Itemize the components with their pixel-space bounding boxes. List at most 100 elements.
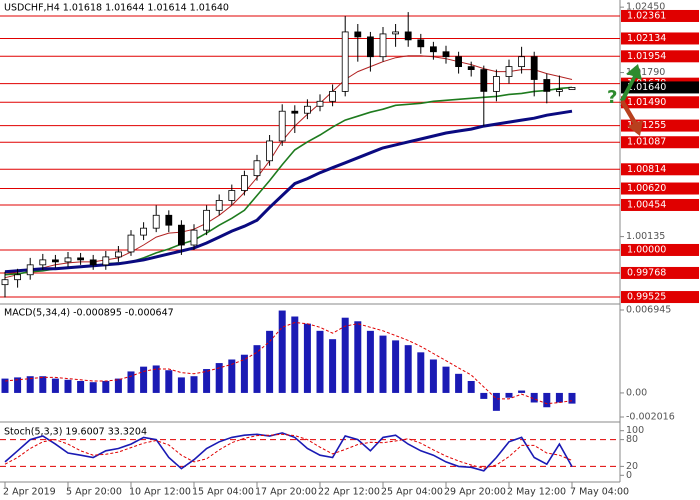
macd-bar: [505, 392, 513, 398]
macd-bar: [568, 392, 576, 404]
candle-body: [215, 200, 223, 211]
macd-bar: [228, 359, 236, 393]
candle-body: [228, 190, 236, 201]
macd-bar: [442, 366, 450, 393]
level-label: 1.01087: [627, 137, 666, 148]
level-label-box: [621, 32, 699, 45]
macd-bar: [455, 373, 463, 393]
level-label-box: [621, 136, 699, 149]
macd-bar: [140, 366, 148, 393]
macd-bar: [39, 376, 47, 393]
candle-body: [89, 259, 97, 266]
level-label: 1.00814: [627, 164, 666, 175]
x-tick-label: 7 May 04:00: [570, 487, 629, 498]
macd-bar: [341, 317, 349, 393]
level-label-box: [621, 96, 699, 109]
level-label: 1.02134: [627, 33, 666, 44]
macd-bar: [1, 378, 9, 393]
down-arrow-icon: [620, 100, 643, 136]
macd-bar: [518, 390, 526, 393]
moving-average-line: [4, 55, 573, 279]
macd-bar: [26, 376, 34, 393]
candle-body: [278, 110, 286, 142]
macd-bar: [215, 363, 223, 393]
macd-bar: [14, 377, 22, 393]
macd-bar: [429, 359, 437, 393]
x-tick-label: 15 Apr 04:00: [192, 487, 254, 498]
level-label: 1.01490: [627, 97, 666, 108]
candle-body: [127, 234, 135, 253]
y-tick-label: 1.01790: [626, 67, 665, 78]
candle-body: [52, 259, 59, 263]
level-label: 1.00620: [627, 183, 666, 194]
candle-body: [303, 105, 311, 114]
x-tick-label: 25 Apr 04:00: [381, 487, 443, 498]
level-label-box: [621, 266, 699, 279]
macd-bar: [291, 316, 299, 393]
annotation: ?: [607, 87, 617, 108]
candle-body: [26, 264, 34, 276]
macd-bar: [253, 345, 261, 393]
level-label: 1.01954: [627, 51, 666, 62]
macd-bar: [278, 310, 286, 393]
x-tick-label: 17 Apr 20:00: [255, 487, 317, 498]
macd-bar: [543, 392, 551, 408]
y-tick-label: 0.006945: [626, 305, 671, 316]
level-label-box: [621, 50, 699, 63]
macd-bar: [165, 370, 173, 393]
x-tick-label: 2 May 12:00: [507, 487, 566, 498]
candle-body: [291, 110, 299, 114]
macd-bar: [392, 340, 400, 393]
y-tick-label: 1.02450: [626, 2, 665, 13]
last-price-box: [621, 81, 699, 94]
candle-body: [518, 56, 525, 68]
candle-body: [568, 87, 576, 91]
macd-bar: [530, 392, 538, 403]
macd-bar: [114, 378, 122, 393]
candle-body: [140, 227, 148, 236]
macd-bar: [89, 382, 97, 393]
candle-body: [455, 56, 463, 68]
level-label-box: [621, 163, 699, 176]
level-label-box: [621, 182, 699, 195]
moving-average-line: [4, 109, 573, 274]
macd-bar: [492, 392, 500, 411]
macd-bar: [480, 392, 488, 399]
up-arrow-icon: [620, 64, 642, 102]
macd-bar: [64, 379, 72, 393]
level-label: 1.00454: [627, 199, 666, 210]
stochastic-line: [4, 433, 573, 469]
candle-body: [253, 160, 261, 177]
candle-body: [442, 51, 450, 58]
macd-bar: [240, 354, 248, 393]
level-label: 1.02361: [627, 10, 666, 21]
macd-bar: [102, 380, 110, 393]
level-label: 0.99768: [627, 267, 666, 278]
candle-body: [190, 229, 198, 246]
macd-bar: [177, 377, 185, 393]
level-label: 0.99525: [627, 292, 666, 303]
candle-body: [329, 90, 337, 102]
candle-body: [556, 89, 563, 92]
macd-bar: [303, 323, 311, 393]
candle-body: [467, 66, 475, 70]
candle-body: [530, 56, 538, 80]
x-tick-label: 2 Apr 2019: [3, 487, 56, 498]
candle-body: [240, 175, 248, 191]
candle-body: [480, 69, 488, 92]
macd-bar: [77, 380, 85, 393]
y-tick-label: 20: [626, 461, 638, 472]
x-tick-label: 22 Apr 12:00: [318, 487, 380, 498]
candle-body: [354, 31, 362, 38]
level-label-box: [621, 9, 699, 22]
candle-body: [203, 209, 211, 231]
macd-bar: [190, 376, 198, 393]
candle-body: [404, 31, 412, 41]
y-tick-label: 80: [626, 434, 638, 445]
candle-body: [115, 251, 122, 258]
macd-bar: [203, 369, 211, 393]
x-tick-label: 10 Apr 12:00: [129, 487, 191, 498]
level-label-box: [621, 291, 699, 304]
